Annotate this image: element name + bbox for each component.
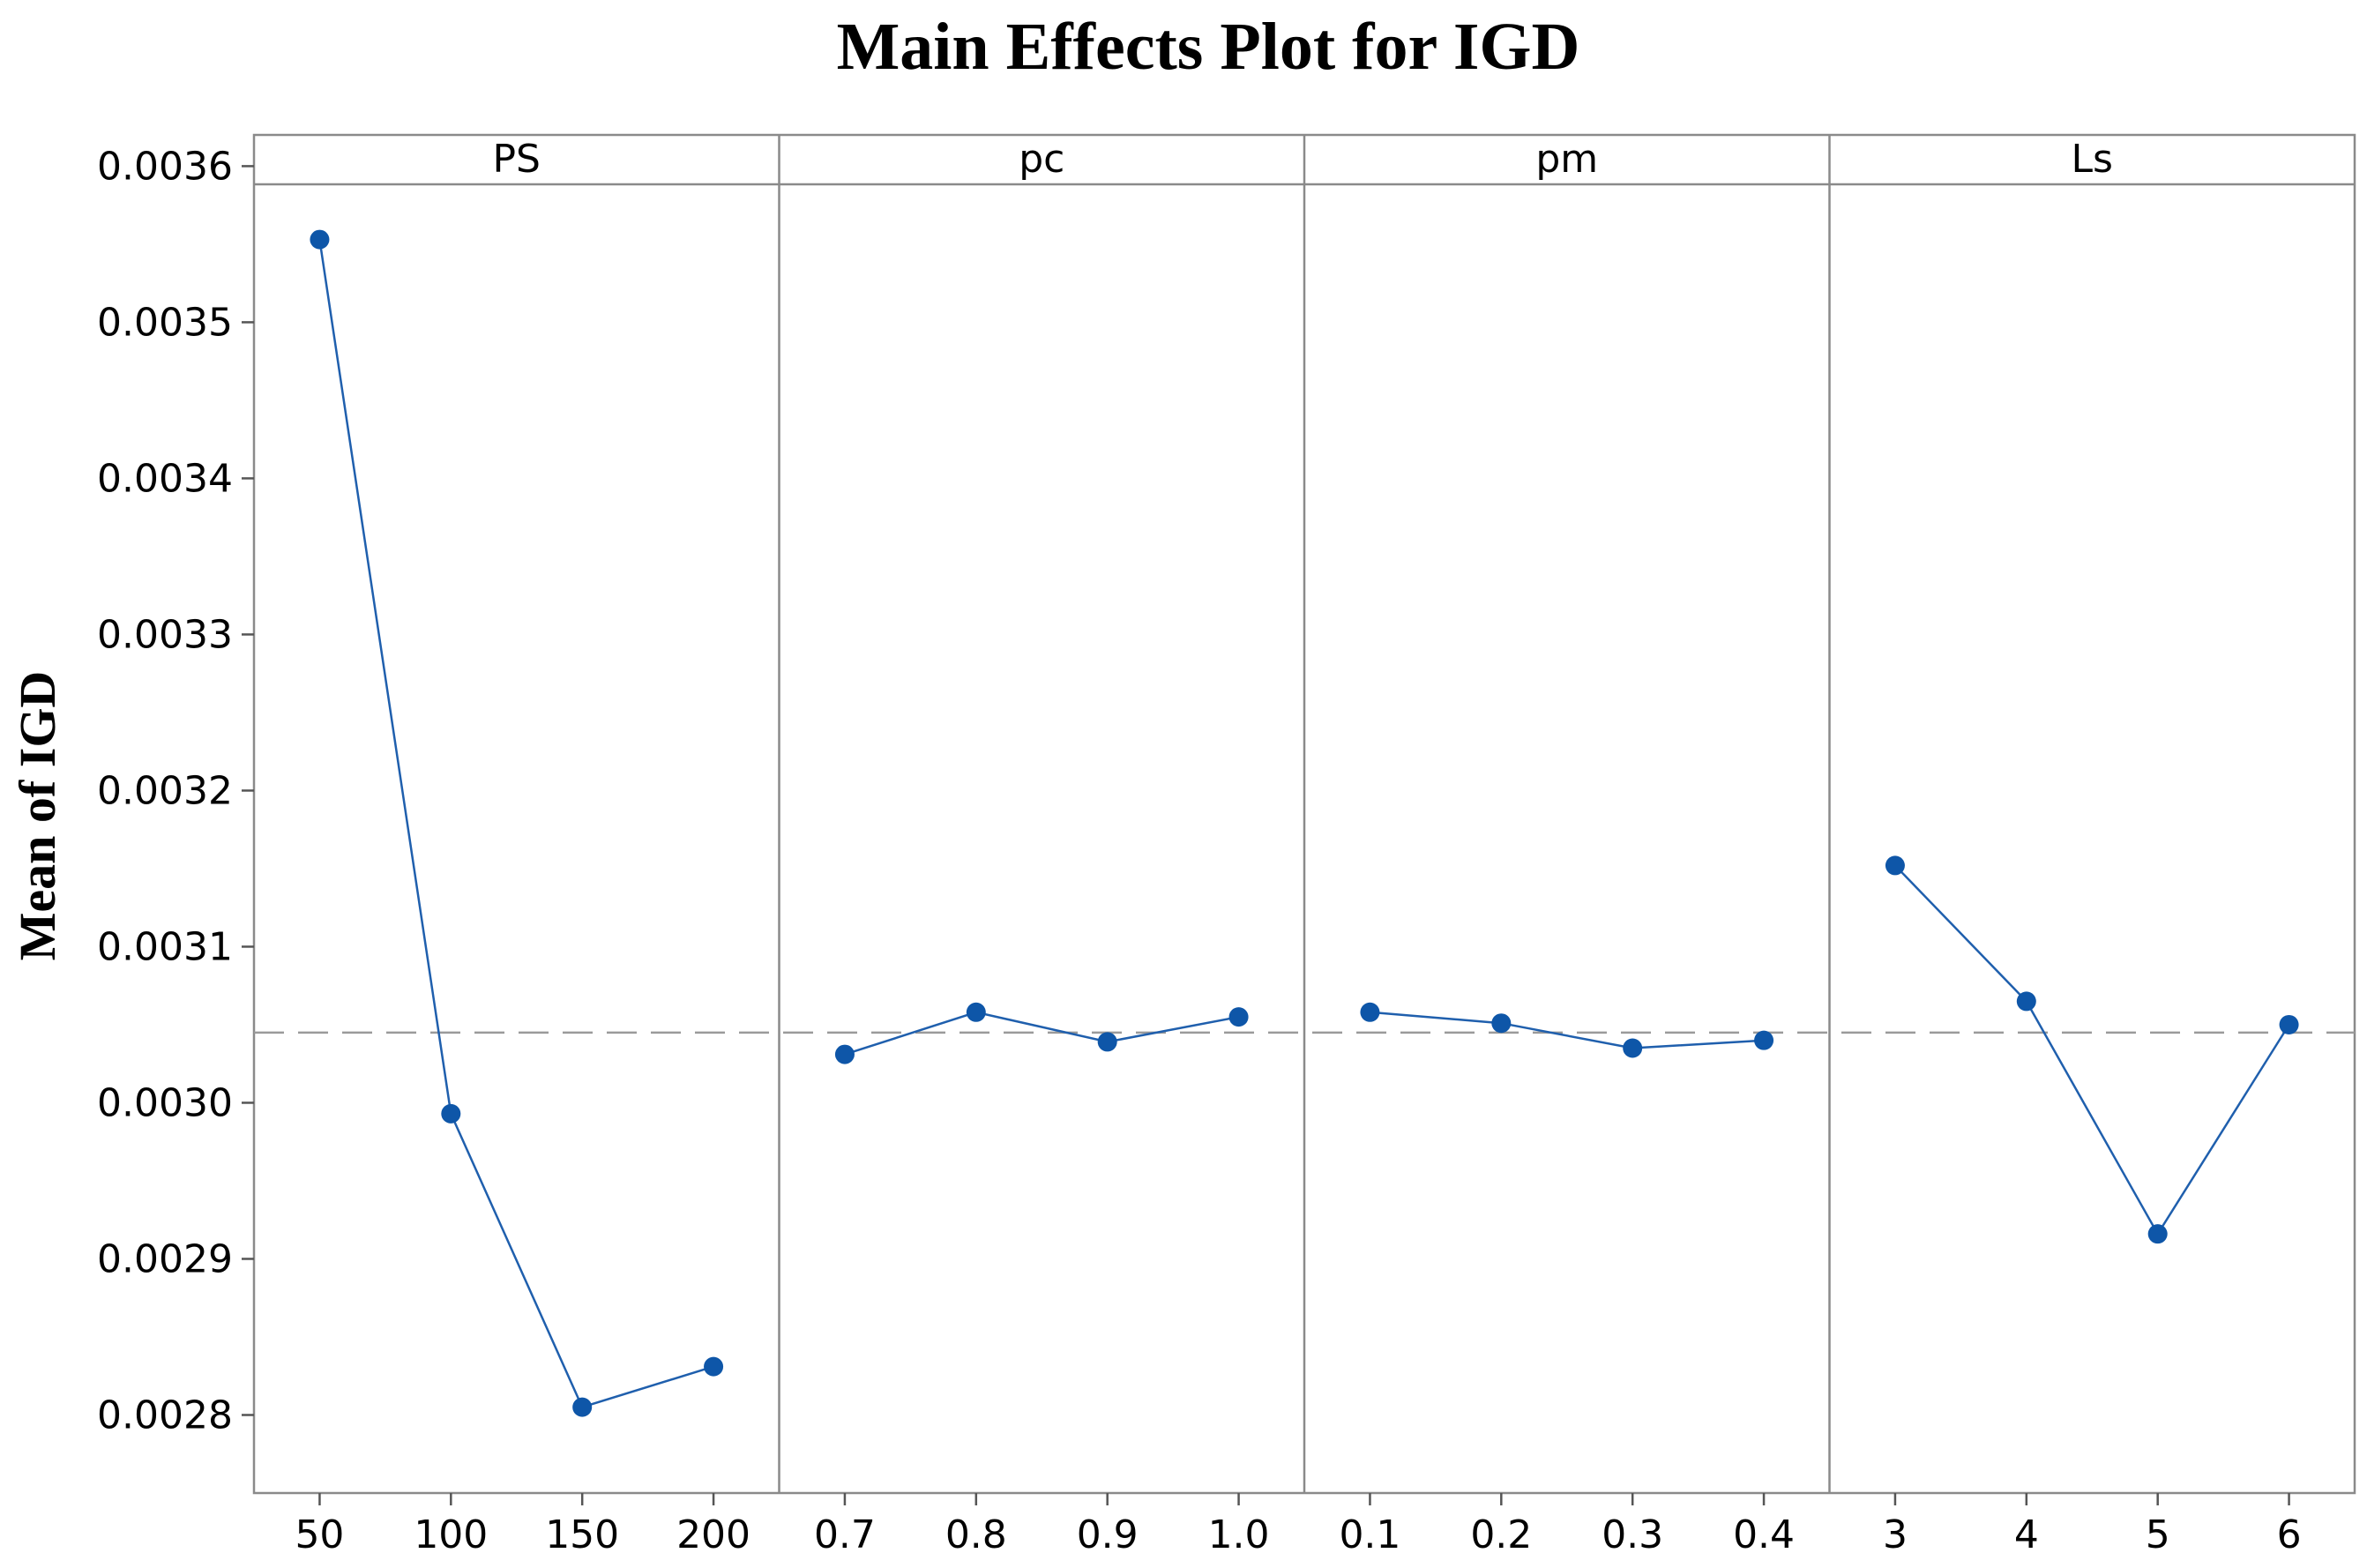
x-tick-label-ps: 150 <box>545 1512 619 1557</box>
x-tick-label-pc: 0.7 <box>814 1512 876 1557</box>
y-tick-label: 0.0028 <box>97 1393 233 1437</box>
data-point-pc <box>966 1002 986 1022</box>
x-tick-label-pc: 1.0 <box>1208 1512 1270 1557</box>
x-tick-label-pm: 0.3 <box>1602 1512 1663 1557</box>
y-tick-label: 0.0035 <box>97 300 233 345</box>
panel-label-pm: pm <box>1535 137 1598 182</box>
x-tick-label-pm: 0.2 <box>1470 1512 1532 1557</box>
data-point-pc <box>1097 1032 1117 1052</box>
data-point-ls <box>2016 991 2036 1012</box>
data-point-ls <box>2279 1014 2299 1034</box>
chart-title: Main Effects Plot for IGD <box>837 10 1580 84</box>
y-tick-label: 0.0029 <box>97 1236 233 1281</box>
data-point-ps <box>572 1397 593 1417</box>
data-point-pm <box>1754 1030 1774 1050</box>
data-point-pm <box>1360 1002 1380 1022</box>
data-point-pc <box>1228 1007 1249 1027</box>
series-line-ps <box>318 239 714 1409</box>
data-point-pc <box>834 1044 855 1064</box>
x-tick-label-ls: 4 <box>2014 1512 2039 1557</box>
series-line-pc <box>844 1011 1239 1056</box>
x-tick-label-ps: 100 <box>414 1512 488 1557</box>
x-tick-label-ps: 50 <box>295 1512 344 1557</box>
y-tick-label: 0.0036 <box>97 144 233 189</box>
data-point-ls <box>2147 1224 2168 1244</box>
data-point-ps <box>441 1103 461 1124</box>
data-point-pm <box>1491 1013 1512 1034</box>
y-tick-label: 0.0030 <box>97 1080 233 1125</box>
series-line-pm <box>1370 1011 1765 1049</box>
x-tick-label-ps: 200 <box>676 1512 750 1557</box>
x-tick-label-pc: 0.9 <box>1077 1512 1139 1557</box>
data-point-ps <box>704 1356 724 1377</box>
x-tick-label-pm: 0.1 <box>1339 1512 1400 1557</box>
y-axis-label: Mean of IGD <box>9 671 66 961</box>
data-point-pm <box>1623 1038 1643 1058</box>
data-point-ls <box>1885 855 1905 876</box>
y-tick-label: 0.0031 <box>97 924 233 969</box>
y-tick-label: 0.0034 <box>97 456 233 501</box>
panel-label-ps: PS <box>493 137 541 182</box>
y-tick-label: 0.0033 <box>97 612 233 657</box>
data-point-ps <box>310 229 330 250</box>
panel-label-ls: Ls <box>2072 137 2113 182</box>
x-tick-label-pm: 0.4 <box>1733 1512 1795 1557</box>
x-tick-label-ls: 5 <box>2146 1512 2170 1557</box>
panel-label-pc: pc <box>1019 137 1064 182</box>
series-line-ls <box>1894 864 2290 1236</box>
x-tick-label-pc: 0.8 <box>945 1512 1007 1557</box>
x-tick-label-ls: 3 <box>1883 1512 1908 1557</box>
x-tick-label-ls: 6 <box>2277 1512 2302 1557</box>
y-tick-label: 0.0032 <box>97 768 233 813</box>
